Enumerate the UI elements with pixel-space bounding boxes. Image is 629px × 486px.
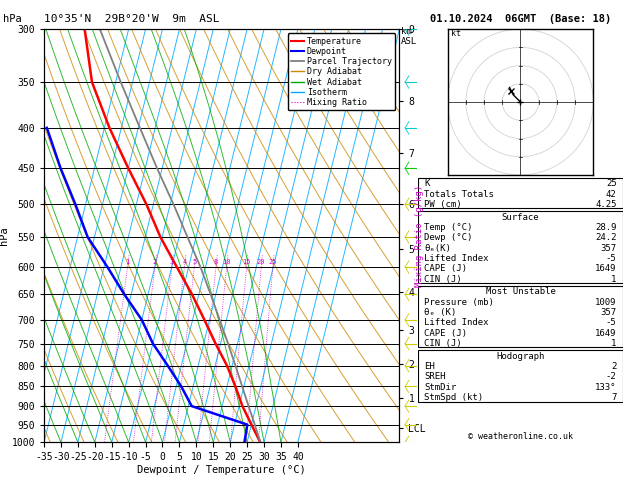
Text: CIN (J): CIN (J): [425, 275, 462, 283]
Text: 1: 1: [611, 339, 616, 348]
Bar: [418, 178, 623, 208]
X-axis label: Dewpoint / Temperature (°C): Dewpoint / Temperature (°C): [137, 465, 306, 475]
Text: hPa: hPa: [3, 14, 22, 24]
Text: θₑ(K): θₑ(K): [425, 243, 451, 253]
Text: CAPE (J): CAPE (J): [425, 329, 467, 338]
Text: 15: 15: [242, 259, 251, 265]
Text: kt: kt: [451, 30, 461, 38]
Text: 8: 8: [214, 259, 218, 265]
Text: SREH: SREH: [425, 372, 446, 382]
Text: 5: 5: [192, 259, 196, 265]
Text: Most Unstable: Most Unstable: [486, 287, 555, 296]
Text: Mixing Ratio (g/kg): Mixing Ratio (g/kg): [415, 185, 424, 287]
Text: 4.25: 4.25: [595, 200, 616, 209]
Text: 20: 20: [257, 259, 265, 265]
Text: Temp (°C): Temp (°C): [425, 223, 473, 232]
Text: StmSpd (kt): StmSpd (kt): [425, 393, 484, 402]
Text: StmDir: StmDir: [425, 382, 457, 392]
Text: 25: 25: [606, 179, 616, 188]
Text: 2: 2: [153, 259, 157, 265]
Text: 7: 7: [611, 393, 616, 402]
Text: 24.2: 24.2: [595, 233, 616, 243]
Text: 3: 3: [170, 259, 174, 265]
Text: 133°: 133°: [595, 382, 616, 392]
Text: Pressure (mb): Pressure (mb): [425, 298, 494, 307]
Text: -2: -2: [606, 372, 616, 382]
Text: © weatheronline.co.uk: © weatheronline.co.uk: [468, 432, 573, 441]
Text: 1649: 1649: [595, 264, 616, 273]
Text: Lifted Index: Lifted Index: [425, 318, 489, 327]
Text: θₑ (K): θₑ (K): [425, 308, 457, 317]
Text: Hodograph: Hodograph: [496, 352, 545, 361]
Text: 10: 10: [223, 259, 231, 265]
Text: 2: 2: [611, 362, 616, 371]
Y-axis label: hPa: hPa: [0, 226, 9, 245]
Text: 1649: 1649: [595, 329, 616, 338]
Text: K: K: [425, 179, 430, 188]
Text: Totals Totals: Totals Totals: [425, 190, 494, 199]
Text: 01.10.2024  06GMT  (Base: 18): 01.10.2024 06GMT (Base: 18): [430, 14, 611, 24]
Text: Surface: Surface: [502, 213, 539, 222]
Text: CIN (J): CIN (J): [425, 339, 462, 348]
Text: 25: 25: [269, 259, 277, 265]
Bar: [418, 350, 623, 401]
Text: -5: -5: [606, 318, 616, 327]
Text: 4: 4: [182, 259, 187, 265]
Text: 357: 357: [601, 308, 616, 317]
Text: 10°35'N  29B°20'W  9m  ASL: 10°35'N 29B°20'W 9m ASL: [44, 14, 220, 24]
Legend: Temperature, Dewpoint, Parcel Trajectory, Dry Adiabat, Wet Adiabat, Isotherm, Mi: Temperature, Dewpoint, Parcel Trajectory…: [287, 34, 395, 110]
Bar: [418, 286, 623, 347]
Text: PW (cm): PW (cm): [425, 200, 462, 209]
Text: 1: 1: [125, 259, 130, 265]
Text: Dewp (°C): Dewp (°C): [425, 233, 473, 243]
Text: 1: 1: [611, 275, 616, 283]
Text: CAPE (J): CAPE (J): [425, 264, 467, 273]
Text: 42: 42: [606, 190, 616, 199]
Text: Lifted Index: Lifted Index: [425, 254, 489, 263]
Text: 357: 357: [601, 243, 616, 253]
Bar: [418, 211, 623, 283]
Text: km
ASL: km ASL: [401, 27, 417, 46]
Text: EH: EH: [425, 362, 435, 371]
Text: -5: -5: [606, 254, 616, 263]
Text: 28.9: 28.9: [595, 223, 616, 232]
Text: 1009: 1009: [595, 298, 616, 307]
